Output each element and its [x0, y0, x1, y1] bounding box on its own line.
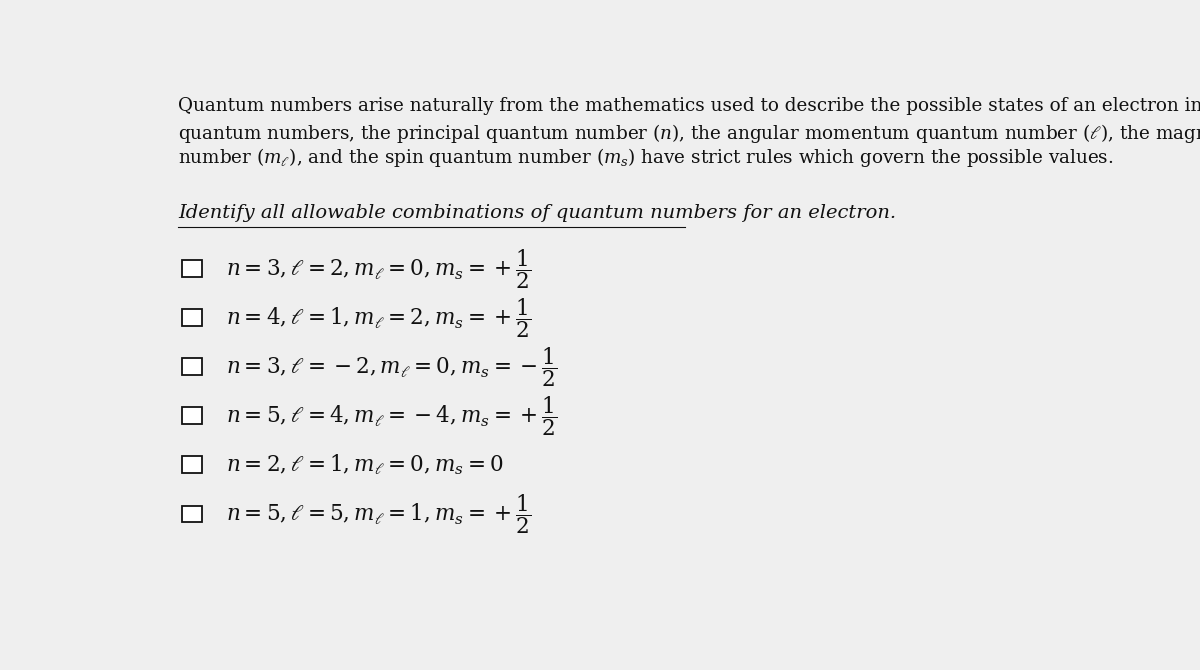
Text: $n = 3, \ell = 2, m_\ell = 0, m_s = +\dfrac{1}{2}$: $n = 3, \ell = 2, m_\ell = 0, m_s = +\df…: [227, 247, 532, 291]
Bar: [181, 407, 202, 424]
Text: $n = 3, \ell = -2, m_\ell = 0, m_s = -\dfrac{1}{2}$: $n = 3, \ell = -2, m_\ell = 0, m_s = -\d…: [227, 345, 558, 389]
Text: $n = 5, \ell = 5, m_\ell = 1, m_s = +\dfrac{1}{2}$: $n = 5, \ell = 5, m_\ell = 1, m_s = +\df…: [227, 492, 532, 535]
Bar: [181, 358, 202, 375]
Bar: [181, 310, 202, 326]
Bar: [181, 505, 202, 522]
Text: number $(m_\ell)$, and the spin quantum number $(m_s)$ have strict rules which g: number $(m_\ell)$, and the spin quantum …: [178, 146, 1114, 169]
Text: quantum numbers, the principal quantum number $(n)$, the angular momentum quantu: quantum numbers, the principal quantum n…: [178, 122, 1200, 145]
Text: $n = 4, \ell = 1, m_\ell = 2, m_s = +\dfrac{1}{2}$: $n = 4, \ell = 1, m_\ell = 2, m_s = +\df…: [227, 296, 532, 340]
Text: $n = 5, \ell = 4, m_\ell = -4, m_s = +\dfrac{1}{2}$: $n = 5, \ell = 4, m_\ell = -4, m_s = +\d…: [227, 394, 558, 438]
Text: Identify all allowable combinations of quantum numbers for an electron.: Identify all allowable combinations of q…: [178, 204, 896, 222]
Text: Quantum numbers arise naturally from the mathematics used to describe the possib: Quantum numbers arise naturally from the…: [178, 97, 1200, 115]
Bar: [181, 456, 202, 473]
Bar: [181, 261, 202, 277]
Text: $n = 2, \ell = 1, m_\ell = 0, m_s = 0$: $n = 2, \ell = 1, m_\ell = 0, m_s = 0$: [227, 452, 504, 477]
